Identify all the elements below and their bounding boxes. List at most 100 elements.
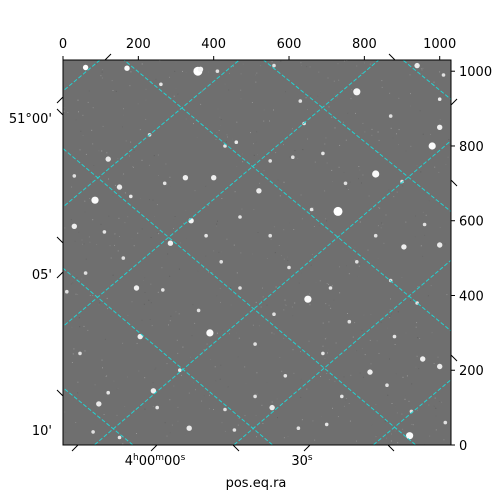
- noise-pixel: [84, 200, 86, 202]
- noise-pixel: [71, 186, 73, 188]
- noise-pixel: [332, 181, 333, 182]
- noise-pixel: [406, 375, 408, 377]
- grid-line: [63, 147, 417, 445]
- noise-pixel: [80, 130, 82, 132]
- noise-pixel: [173, 95, 175, 97]
- noise-pixel: [191, 335, 193, 337]
- noise-pixel: [273, 226, 275, 228]
- noise-pixel: [358, 166, 360, 167]
- star: [367, 369, 373, 375]
- noise-pixel: [83, 325, 85, 327]
- noise-pixel: [89, 294, 91, 296]
- noise-pixel: [194, 322, 196, 324]
- noise-pixel: [83, 243, 85, 245]
- noise-pixel: [255, 141, 257, 143]
- noise-pixel: [100, 223, 102, 225]
- noise-pixel: [326, 283, 328, 284]
- noise-pixel: [289, 156, 291, 158]
- noise-pixel: [244, 366, 246, 368]
- noise-pixel: [82, 114, 84, 116]
- noise-pixel: [428, 200, 430, 202]
- noise-pixel: [148, 164, 150, 166]
- top-tick-label: 800: [352, 37, 377, 52]
- star: [215, 69, 220, 73]
- star: [133, 285, 140, 291]
- noise-pixel: [253, 143, 254, 145]
- noise-pixel: [176, 339, 178, 341]
- noise-pixel: [177, 420, 179, 422]
- noise-pixel: [169, 185, 171, 187]
- noise-pixel: [447, 156, 449, 158]
- noise-pixel: [345, 139, 347, 141]
- noise-pixel: [278, 245, 280, 246]
- noise-pixel: [79, 326, 81, 328]
- noise-pixel: [434, 166, 436, 168]
- noise-pixel: [269, 120, 270, 122]
- noise-pixel: [171, 424, 173, 426]
- noise-pixel: [203, 349, 205, 351]
- image-area: [63, 60, 451, 445]
- noise-pixel: [274, 252, 276, 254]
- noise-pixel: [386, 437, 387, 439]
- noise-pixel: [139, 198, 141, 200]
- noise-pixel: [101, 150, 103, 152]
- noise-pixel: [67, 111, 69, 113]
- noise-pixel: [362, 174, 364, 176]
- noise-pixel: [409, 74, 411, 76]
- noise-pixel: [401, 413, 403, 415]
- noise-pixel: [169, 176, 171, 178]
- noise-pixel: [328, 321, 330, 323]
- noise-pixel: [324, 358, 326, 360]
- noise-pixel: [184, 434, 186, 436]
- noise-pixel: [377, 225, 379, 227]
- star: [372, 170, 380, 178]
- plot-frame: [62, 59, 452, 446]
- noise-pixel: [208, 408, 210, 410]
- noise-pixel: [233, 244, 235, 246]
- noise-pixel: [343, 121, 344, 123]
- noise-pixel: [180, 374, 182, 376]
- noise-pixel: [117, 388, 119, 389]
- grid-line: [63, 386, 134, 445]
- noise-pixel: [389, 317, 391, 318]
- noise-pixel: [445, 164, 447, 165]
- star: [437, 363, 443, 370]
- noise-pixel: [326, 373, 328, 374]
- noise-pixel: [112, 90, 114, 91]
- star: [422, 222, 427, 227]
- noise-pixel: [377, 131, 379, 133]
- noise-pixel: [358, 178, 359, 180]
- grid-line: [262, 60, 451, 213]
- noise-pixel: [361, 182, 362, 184]
- star: [206, 329, 214, 337]
- noise-pixel: [334, 380, 336, 382]
- star: [223, 144, 227, 148]
- noise-pixel: [325, 303, 327, 305]
- noise-pixel: [364, 354, 366, 356]
- noise-pixel: [122, 174, 124, 176]
- noise-pixel: [346, 265, 347, 267]
- noise-pixel: [77, 294, 79, 295]
- noise-pixel: [430, 285, 432, 287]
- noise-pixel: [216, 332, 218, 334]
- star: [373, 233, 378, 238]
- noise-pixel: [410, 145, 412, 147]
- noise-pixel: [141, 159, 143, 161]
- noise-pixel: [224, 83, 226, 85]
- noise-pixel: [402, 376, 404, 378]
- noise-pixel: [358, 218, 360, 220]
- noise-pixel: [90, 180, 92, 182]
- noise-pixel: [283, 181, 285, 183]
- noise-pixel: [122, 443, 124, 445]
- noise-pixel: [301, 64, 303, 66]
- noise-pixel: [216, 225, 217, 227]
- noise-pixel: [177, 406, 179, 408]
- grid-line: [402, 60, 451, 101]
- noise-pixel: [82, 243, 83, 245]
- noise-pixel: [156, 204, 158, 206]
- noise-pixel: [266, 258, 268, 259]
- noise-pixel: [259, 345, 260, 347]
- star: [162, 181, 167, 186]
- noise-pixel: [428, 404, 430, 406]
- noise-pixel: [164, 422, 166, 424]
